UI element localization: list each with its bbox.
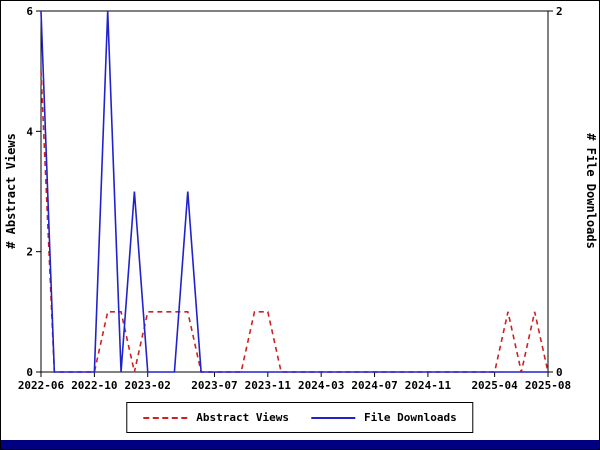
plot-area: # Abstract Views # File Downloads 024602…: [4, 5, 598, 392]
bottom-bar: [1, 440, 599, 449]
right-axis-ticks: 02: [548, 5, 563, 379]
svg-text:2022-06: 2022-06: [18, 379, 65, 392]
svg-text:4: 4: [26, 125, 33, 138]
x-axis-ticks: 2022-06 2022-10 2023-02 2023-07 2023-11 2024-…: [18, 372, 571, 392]
series-line-0: [40, 71, 549, 373]
svg-text:2: 2: [26, 246, 33, 259]
svg-text:6: 6: [26, 5, 33, 18]
plot-frame: [40, 10, 549, 373]
legend-key-abstract-views: Abstract Views: [143, 411, 289, 424]
svg-text:2025-08: 2025-08: [525, 379, 571, 392]
svg-text:2023-02: 2023-02: [125, 379, 171, 392]
left-axis-title: # Abstract Views: [4, 133, 18, 249]
svg-text:2024-11: 2024-11: [405, 379, 452, 392]
legend: Abstract Views File Downloads: [126, 402, 474, 433]
right-axis-title: # File Downloads: [584, 133, 598, 249]
svg-text:0: 0: [556, 366, 563, 379]
legend-label-abstract-views: Abstract Views: [196, 411, 289, 424]
series-line-1: [40, 10, 548, 373]
abstract-views-line-icon: [143, 416, 188, 419]
svg-text:2: 2: [556, 5, 563, 18]
svg-text:0: 0: [26, 366, 33, 379]
legend-label-file-downloads: File Downloads: [364, 411, 457, 424]
legend-key-file-downloads: File Downloads: [311, 411, 457, 424]
svg-text:2023-07: 2023-07: [191, 379, 237, 392]
svg-text:2025-04: 2025-04: [471, 379, 518, 392]
svg-text:2024-03: 2024-03: [298, 379, 344, 392]
file-downloads-line-icon: [311, 416, 355, 419]
svg-text:2023-11: 2023-11: [245, 379, 292, 392]
svg-text:2024-07: 2024-07: [351, 379, 397, 392]
left-axis-ticks: 0 2 4 6: [26, 5, 41, 379]
svg-text:2022-10: 2022-10: [71, 379, 117, 392]
